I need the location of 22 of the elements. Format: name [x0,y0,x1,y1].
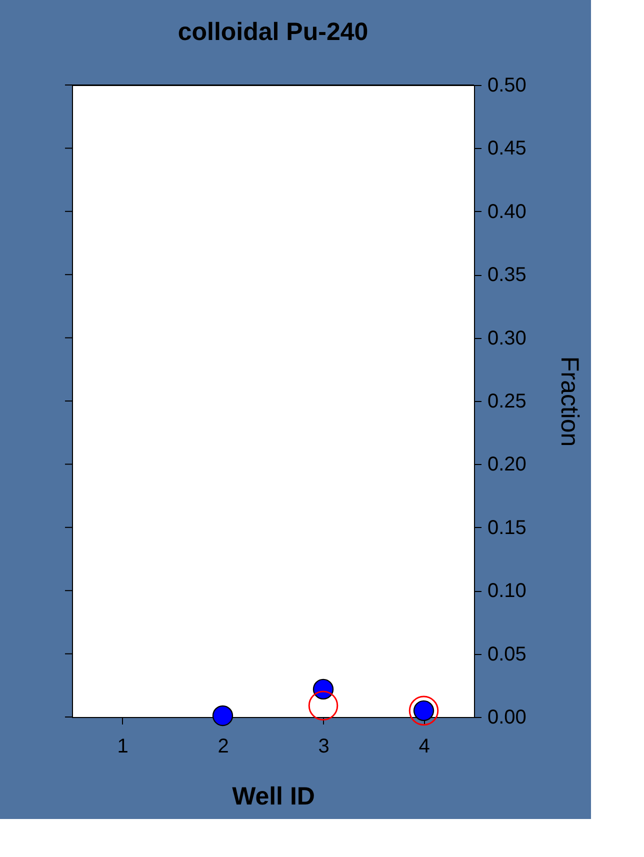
y-tick-label: 0.35 [488,264,526,286]
y-tick-label: 0.10 [488,580,526,602]
y-tick-label: 0.40 [488,200,526,223]
y-tick-label: 0.25 [488,390,526,412]
x-tick-label: 3 [318,736,330,758]
y-tick-label: 0.15 [488,516,526,539]
point [408,696,439,726]
x-tick-label: 4 [418,736,430,758]
point [312,678,334,700]
chart-title: colloidal Pu-240 [178,18,368,46]
y-tick-label: 0.45 [488,138,526,160]
x-tick-label: 1 [117,736,128,758]
x-tick-label: 2 [218,736,229,758]
x-axis-title: Well ID [232,782,315,810]
y-tick-label: 0.20 [488,454,526,476]
y-tick-label: 0.05 [488,643,526,666]
y-tick-label: 0.00 [488,706,526,728]
point [308,690,338,720]
y-tick-label: 0.30 [488,327,526,350]
y-tick-label: 0.50 [488,74,526,96]
point [212,705,234,726]
y-axis-title: Fraction [555,356,584,447]
